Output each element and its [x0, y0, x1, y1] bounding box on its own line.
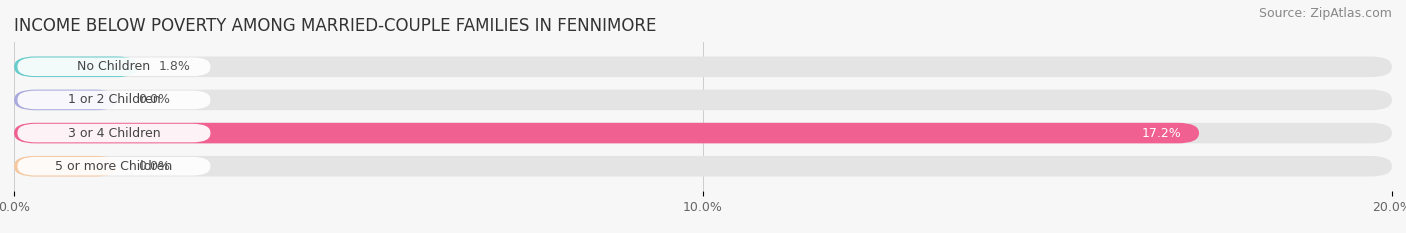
FancyBboxPatch shape	[14, 156, 118, 176]
Text: 1.8%: 1.8%	[159, 60, 191, 73]
FancyBboxPatch shape	[14, 57, 138, 77]
FancyBboxPatch shape	[17, 58, 211, 76]
Text: 0.0%: 0.0%	[138, 160, 170, 173]
Text: 1 or 2 Children: 1 or 2 Children	[67, 93, 160, 106]
FancyBboxPatch shape	[14, 156, 1392, 176]
FancyBboxPatch shape	[17, 157, 211, 175]
FancyBboxPatch shape	[14, 123, 1199, 143]
Text: 0.0%: 0.0%	[138, 93, 170, 106]
Text: No Children: No Children	[77, 60, 150, 73]
Text: 3 or 4 Children: 3 or 4 Children	[67, 127, 160, 140]
FancyBboxPatch shape	[14, 90, 1392, 110]
FancyBboxPatch shape	[14, 90, 118, 110]
FancyBboxPatch shape	[17, 124, 211, 142]
FancyBboxPatch shape	[14, 57, 1392, 77]
FancyBboxPatch shape	[17, 91, 211, 109]
Text: 5 or more Children: 5 or more Children	[55, 160, 173, 173]
FancyBboxPatch shape	[14, 123, 1392, 143]
Text: Source: ZipAtlas.com: Source: ZipAtlas.com	[1258, 7, 1392, 20]
Text: INCOME BELOW POVERTY AMONG MARRIED-COUPLE FAMILIES IN FENNIMORE: INCOME BELOW POVERTY AMONG MARRIED-COUPL…	[14, 17, 657, 35]
Text: 17.2%: 17.2%	[1142, 127, 1182, 140]
